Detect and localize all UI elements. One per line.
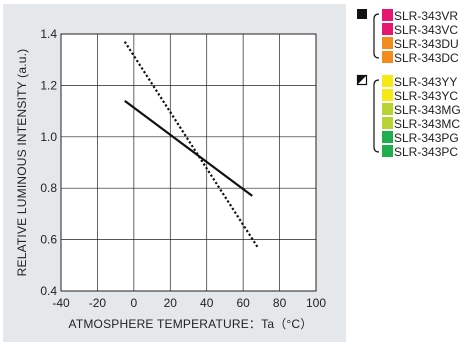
legend-swatch xyxy=(382,131,393,143)
x-tick-label: 20 xyxy=(164,296,178,310)
legend-swatch xyxy=(382,117,393,129)
legend-label: SLR-343YY xyxy=(394,75,457,89)
x-tick-label: -20 xyxy=(89,296,107,310)
legend-swatch xyxy=(382,51,393,63)
y-tick-label: 0.4 xyxy=(40,284,57,298)
legend-bracket xyxy=(373,13,380,59)
x-tick-label: 100 xyxy=(306,296,326,310)
legend-label: SLR-343MC xyxy=(394,117,460,131)
legend-label: SLR-343DC xyxy=(394,51,459,65)
x-tick-label: 0 xyxy=(131,296,138,310)
x-tick-label: 40 xyxy=(200,296,214,310)
y-tick-labels: 0.4 0.6 0.8 1.0 1.2 1.4 xyxy=(40,27,57,298)
y-tick-label: 1.0 xyxy=(40,130,57,144)
plot-area xyxy=(61,34,316,291)
legend-swatch xyxy=(382,103,393,115)
plot-frame xyxy=(60,33,317,292)
legend-label: SLR-343PC xyxy=(394,145,458,159)
y-tick-label: 1.2 xyxy=(40,78,57,92)
y-tick-label: 0.8 xyxy=(40,181,57,195)
legend-label: SLR-343DU xyxy=(394,37,459,51)
x-tick-labels: -40 -20 0 20 40 60 80 100 xyxy=(52,296,326,310)
legend-marker-filled-square xyxy=(357,9,367,19)
series-line-dotted xyxy=(123,41,259,248)
legend-label: SLR-343MG xyxy=(394,103,461,117)
legend-marker-half-fill xyxy=(357,75,367,85)
legend-label: SLR-343VR xyxy=(394,9,458,23)
y-axis-title: RELATIVE LUMINOUS INTENSITY (a.u.) xyxy=(15,49,29,277)
x-tick-label: 60 xyxy=(236,296,250,310)
legend-swatch xyxy=(382,75,393,87)
y-tick-label: 1.4 xyxy=(40,27,57,41)
legend-label: SLR-343YC xyxy=(394,89,458,103)
legend-label: SLR-343PG xyxy=(394,131,459,145)
legend-bracket xyxy=(373,79,380,153)
legend-swatch xyxy=(382,9,393,21)
legend-swatch xyxy=(382,145,393,157)
series-line-solid xyxy=(124,99,253,197)
legend-swatch xyxy=(382,37,393,49)
y-tick-label: 0.6 xyxy=(40,233,57,247)
x-axis-title: ATMOSPHERE TEMPERATURE：Ta（°C） xyxy=(69,317,313,331)
x-tick-label: -40 xyxy=(52,296,70,310)
x-tick-label: 80 xyxy=(273,296,287,310)
legend-swatch xyxy=(382,23,393,35)
legend-swatch xyxy=(382,89,393,101)
legend-label: SLR-343VC xyxy=(394,23,458,37)
series-layer xyxy=(123,41,259,248)
